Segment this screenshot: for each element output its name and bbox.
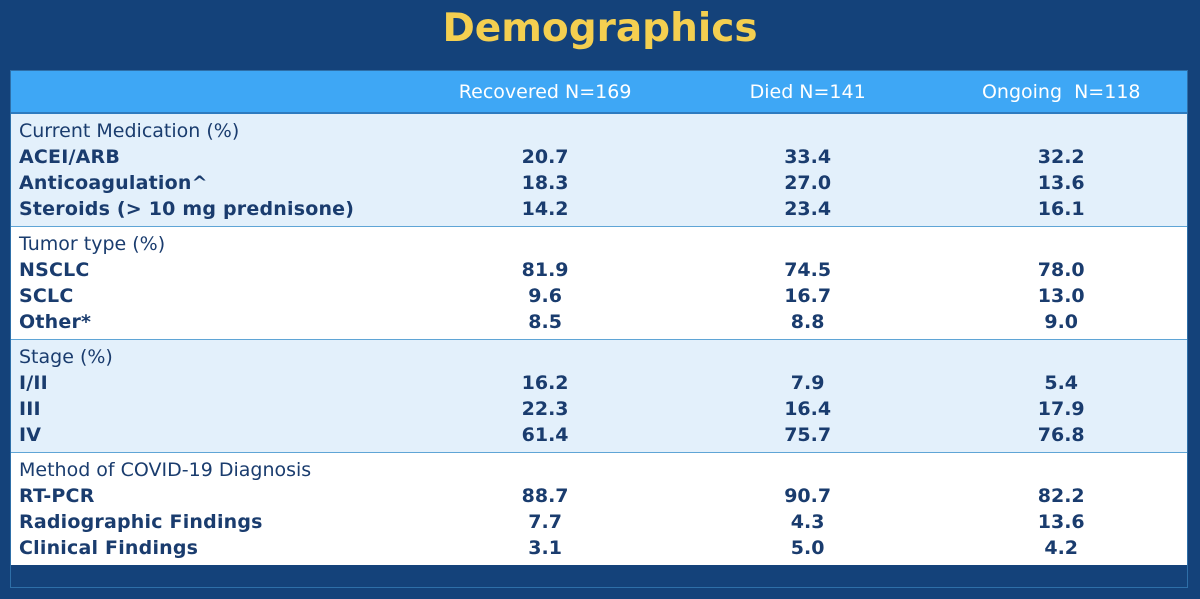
recovered-value: 18.3 — [521, 172, 569, 194]
died-value: 5.0 — [790, 537, 825, 559]
ongoing-value: 9.0 — [1044, 311, 1079, 333]
recovered-value: 88.7 — [521, 485, 569, 507]
recovered-value: 8.5 — [528, 311, 562, 333]
table-row: III 22.3 16.4 17.9 — [11, 396, 1187, 422]
table-row: NSCLC 81.9 74.5 78.0 — [11, 257, 1187, 283]
recovered-value: 20.7 — [521, 146, 569, 168]
table-row: I/II 16.2 7.9 5.4 — [11, 370, 1187, 396]
table-row: ACEI/ARB 20.7 33.4 32.2 — [11, 144, 1187, 170]
table-row: Anticoagulation^ 18.3 27.0 13.6 — [11, 170, 1187, 196]
table-row: RT-PCR 88.7 90.7 82.2 — [11, 483, 1187, 509]
ongoing-value: 4.2 — [1044, 537, 1079, 559]
row-label: SCLC — [19, 285, 74, 307]
died-value: 74.5 — [784, 259, 832, 281]
ongoing-value: 17.9 — [1037, 398, 1085, 420]
recovered-value: 9.6 — [528, 285, 562, 307]
table-row: SCLC 9.6 16.7 13.0 — [11, 283, 1187, 309]
table-header: Recovered N=169 Died N=141 Ongoing N=118 — [11, 71, 1187, 114]
table-row: Clinical Findings 3.1 5.0 4.2 — [11, 535, 1187, 561]
recovered-value: 16.2 — [521, 372, 569, 394]
section-heading: Current Medication (%) — [19, 120, 240, 142]
row-label: I/II — [19, 372, 48, 394]
recovered-value: 61.4 — [521, 424, 569, 446]
section-tumor-type: Tumor type (%) NSCLC 81.9 74.5 78.0 SCLC… — [11, 227, 1187, 340]
section-heading-row: Current Medication (%) — [11, 118, 1187, 144]
row-label: III — [19, 398, 41, 420]
row-label: Clinical Findings — [19, 537, 199, 559]
row-label: Radiographic Findings — [19, 511, 263, 533]
row-label: NSCLC — [19, 259, 90, 281]
section-covid-diagnosis: Method of COVID-19 Diagnosis RT-PCR 88.7… — [11, 453, 1187, 565]
died-value: 7.9 — [790, 372, 825, 394]
ongoing-value: 78.0 — [1037, 259, 1085, 281]
section-current-medication: Current Medication (%) ACEI/ARB 20.7 33.… — [11, 114, 1187, 227]
header-ongoing: Ongoing N=118 — [981, 80, 1141, 103]
recovered-value: 3.1 — [528, 537, 562, 559]
table-row: Radiographic Findings 7.7 4.3 13.6 — [11, 509, 1187, 535]
table-row: Other* 8.5 8.8 9.0 — [11, 309, 1187, 335]
died-value: 8.8 — [790, 311, 825, 333]
died-value: 16.7 — [784, 285, 832, 307]
page-title: Demographics — [442, 6, 758, 51]
died-value: 27.0 — [784, 172, 832, 194]
died-value: 90.7 — [784, 485, 832, 507]
ongoing-value: 32.2 — [1037, 146, 1085, 168]
ongoing-value: 16.1 — [1037, 198, 1085, 220]
demographics-table: Recovered N=169 Died N=141 Ongoing N=118… — [10, 70, 1188, 588]
header-died: Died N=141 — [749, 80, 866, 103]
section-heading: Stage (%) — [19, 346, 113, 368]
died-value: 75.7 — [784, 424, 832, 446]
table-row: IV 61.4 75.7 76.8 — [11, 422, 1187, 448]
died-value: 23.4 — [784, 198, 832, 220]
row-label: Steroids (> 10 mg prednisone) — [19, 198, 355, 220]
header-recovered: Recovered N=169 — [458, 80, 632, 103]
section-heading-row: Method of COVID-19 Diagnosis — [11, 457, 1187, 483]
ongoing-value: 5.4 — [1044, 372, 1079, 394]
ongoing-value: 13.0 — [1037, 285, 1085, 307]
died-value: 33.4 — [784, 146, 832, 168]
row-label: Anticoagulation^ — [19, 172, 208, 194]
section-heading-row: Tumor type (%) — [11, 231, 1187, 257]
section-heading: Method of COVID-19 Diagnosis — [19, 459, 312, 481]
row-label: Other* — [19, 311, 92, 333]
row-label: ACEI/ARB — [19, 146, 121, 168]
recovered-value: 81.9 — [521, 259, 569, 281]
ongoing-value: 82.2 — [1037, 485, 1085, 507]
section-heading: Tumor type (%) — [19, 233, 166, 255]
section-heading-row: Stage (%) — [11, 344, 1187, 370]
recovered-value: 22.3 — [521, 398, 569, 420]
ongoing-value: 13.6 — [1037, 172, 1085, 194]
row-label: RT-PCR — [19, 485, 95, 507]
died-value: 16.4 — [784, 398, 832, 420]
died-value: 4.3 — [790, 511, 825, 533]
ongoing-value: 76.8 — [1037, 424, 1085, 446]
recovered-value: 7.7 — [528, 511, 562, 533]
ongoing-value: 13.6 — [1037, 511, 1085, 533]
section-stage: Stage (%) I/II 16.2 7.9 5.4 III 22.3 16.… — [11, 340, 1187, 453]
recovered-value: 14.2 — [521, 198, 569, 220]
row-label: IV — [19, 424, 42, 446]
table-row: Steroids (> 10 mg prednisone) 14.2 23.4 … — [11, 196, 1187, 222]
